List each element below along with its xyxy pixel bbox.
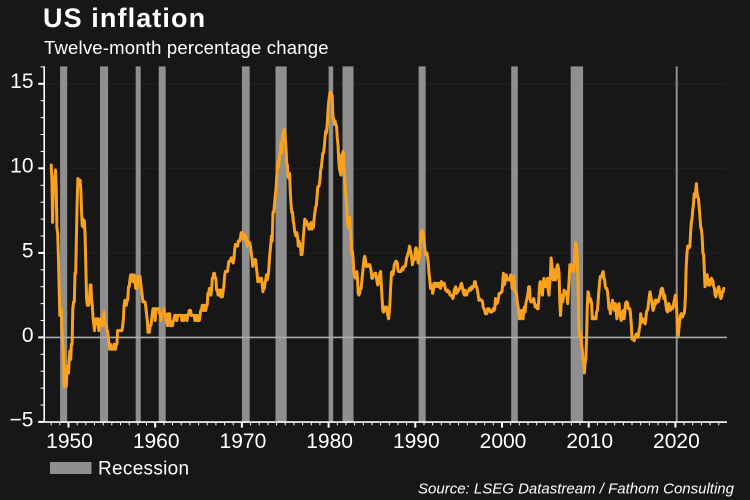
svg-text:Recession: Recession bbox=[98, 459, 189, 480]
svg-text:Source: LSEG Datastream / Fath: Source: LSEG Datastream / Fathom Consult… bbox=[418, 481, 735, 498]
svg-text:0: 0 bbox=[22, 324, 34, 347]
svg-text:1970: 1970 bbox=[220, 430, 267, 453]
svg-text:1950: 1950 bbox=[46, 430, 93, 453]
svg-text:2000: 2000 bbox=[480, 430, 527, 453]
svg-text:2020: 2020 bbox=[653, 430, 700, 453]
svg-text:1980: 1980 bbox=[306, 430, 353, 453]
svg-text:2010: 2010 bbox=[566, 430, 613, 453]
svg-text:Twelve-month percentage change: Twelve-month percentage change bbox=[44, 37, 329, 58]
svg-text:1960: 1960 bbox=[133, 430, 180, 453]
svg-text:US inflation: US inflation bbox=[43, 3, 206, 33]
svg-text:10: 10 bbox=[10, 155, 33, 178]
svg-text:5: 5 bbox=[22, 239, 34, 262]
svg-text:1990: 1990 bbox=[393, 430, 440, 453]
svg-text:15: 15 bbox=[10, 70, 33, 93]
svg-text:−5: −5 bbox=[10, 408, 34, 431]
